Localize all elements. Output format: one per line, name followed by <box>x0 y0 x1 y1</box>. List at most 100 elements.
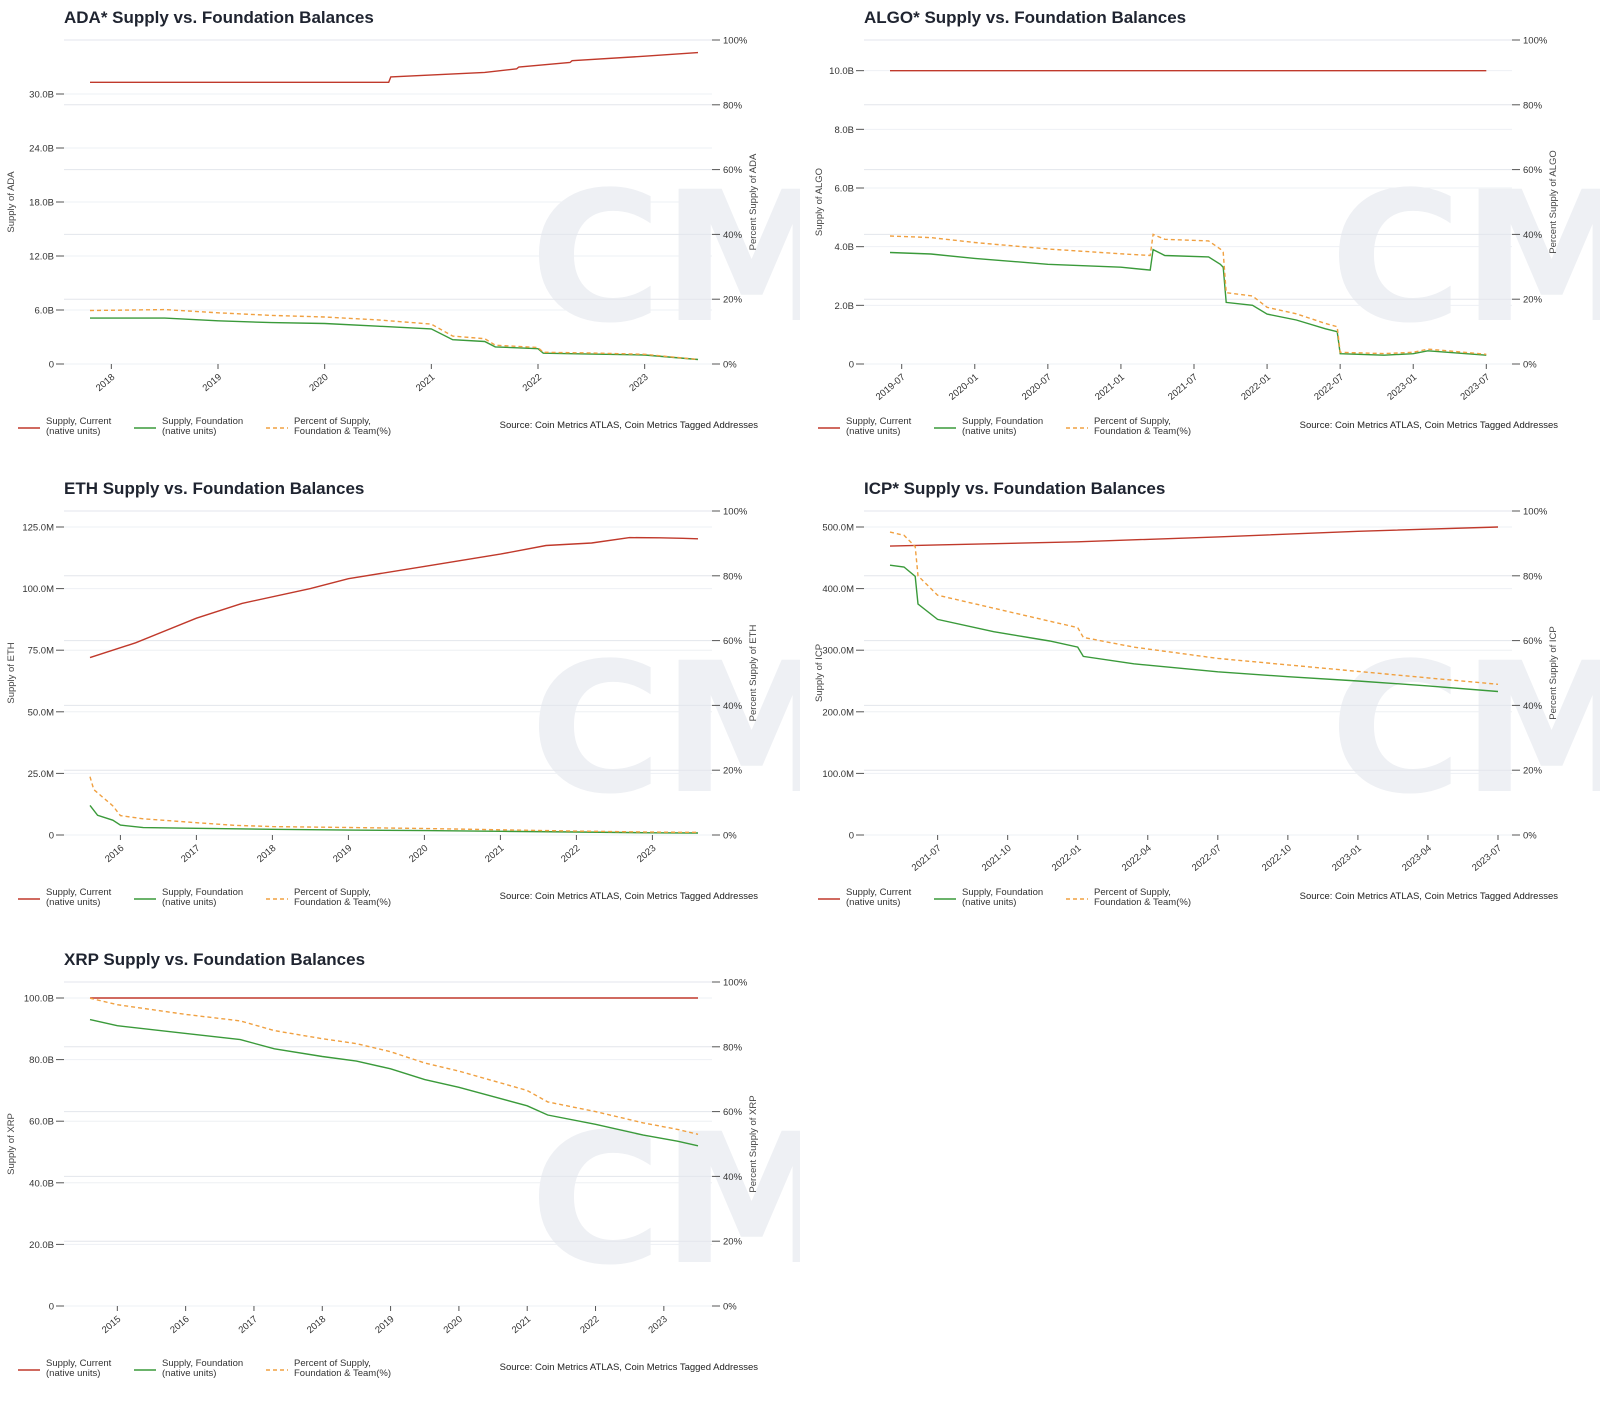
y2-axis-label: Percent Supply of ETH <box>748 625 759 722</box>
y2-tick-label: 80% <box>723 571 743 582</box>
x-tick-label: 2022-01 <box>1050 843 1084 874</box>
y-axis-label: Supply of ALGO <box>814 168 825 236</box>
y2-tick-label: 100% <box>1523 36 1548 47</box>
source-note: Source: Coin Metrics ATLAS, Coin Metrics… <box>500 420 759 431</box>
y-tick-label: 100.0B <box>24 994 54 1005</box>
y-axis-label: Supply of ICP <box>814 644 825 702</box>
y2-tick-label: 40% <box>1523 701 1543 712</box>
source-note: Source: Coin Metrics ATLAS, Coin Metrics… <box>500 891 759 902</box>
y-tick-label: 6.0B <box>34 306 54 317</box>
legend-label: Percent of Supply, <box>294 887 371 898</box>
y-tick-label: 8.0B <box>834 125 854 136</box>
chart-title: ALGO* Supply vs. Foundation Balances <box>864 8 1187 27</box>
series-line-percent-supply <box>89 308 699 361</box>
chart-title: ADA* Supply vs. Foundation Balances <box>64 8 374 27</box>
y2-axis-label: Percent Supply of ADA <box>748 153 759 250</box>
y2-axis-label: Percent Supply of XRP <box>748 1095 759 1192</box>
y2-tick-label: 0% <box>1523 360 1537 371</box>
y2-tick-label: 20% <box>1523 295 1543 306</box>
legend-label: Supply, Foundation <box>962 887 1043 898</box>
chart-icp-panel: ICP* Supply vs. Foundation Balances CM 0%… <box>800 471 1600 941</box>
y2-tick-label: 100% <box>723 978 748 989</box>
y-tick-label: 10.0B <box>829 66 854 77</box>
x-tick-label: 2023-07 <box>1470 843 1504 874</box>
y2-tick-label: 0% <box>1523 831 1537 842</box>
y2-axis-label: Percent Supply of ICP <box>1548 626 1559 719</box>
x-tick-label: 2022 <box>559 843 582 865</box>
x-tick-label: 2018 <box>305 1314 328 1336</box>
y2-tick-label: 0% <box>723 1302 737 1313</box>
legend-label: Supply, Foundation <box>162 416 243 427</box>
y2-tick-label: 40% <box>1523 230 1543 241</box>
y-tick-label: 0 <box>49 831 54 842</box>
legend-label: (native units) <box>846 426 900 437</box>
chart-xrp-panel: XRP Supply vs. Foundation Balances CM 0% 2… <box>0 942 800 1412</box>
y-tick-label: 25.0M <box>28 769 54 780</box>
legend-label: Foundation & Team(%) <box>294 1368 391 1379</box>
y2-tick-label: 100% <box>723 507 748 518</box>
source-note: Source: Coin Metrics ATLAS, Coin Metrics… <box>1300 420 1559 431</box>
x-tick-label: 2022-10 <box>1260 843 1294 874</box>
legend-label: Supply, Current <box>846 887 912 898</box>
x-tick-label: 2020-07 <box>1020 372 1054 403</box>
series-line-supply-foundation <box>89 1018 699 1147</box>
chart-xrp: CM0% 20% 40% 60% 80% 100% 0 20.0B 40.0B 60.0B 80.0… <box>6 978 800 1380</box>
y2-tick-label: 60% <box>723 636 743 647</box>
x-tick-label: 2020-01 <box>947 372 981 403</box>
legend-label: (native units) <box>962 426 1016 437</box>
x-tick-label: 2019 <box>331 843 354 865</box>
x-tick-label: 2020 <box>442 1314 465 1336</box>
x-tick-label: 2021-07 <box>910 843 944 874</box>
legend-label: (native units) <box>162 426 216 437</box>
y2-tick-label: 100% <box>1523 507 1548 518</box>
x-tick-label: 2017 <box>237 1314 260 1336</box>
y2-tick-label: 20% <box>723 295 743 306</box>
y2-tick-label: 60% <box>1523 165 1543 176</box>
legend-label: Foundation & Team(%) <box>294 897 391 908</box>
chart-eth: CM0% 20% 40% 60% 80% 100% 0 25.0M 50.0M 75.0M 100.… <box>6 507 800 909</box>
watermark-logo: CM <box>530 625 800 834</box>
series-line-supply-current <box>90 51 699 83</box>
legend-label: Supply, Foundation <box>162 1358 243 1369</box>
y-tick-label: 20.0B <box>29 1240 54 1251</box>
legend-label: (native units) <box>46 897 100 908</box>
y-tick-label: 80.0B <box>29 1055 54 1066</box>
y2-tick-label: 60% <box>723 165 743 176</box>
x-tick-label: 2022-01 <box>1239 372 1273 403</box>
x-tick-label: 2018 <box>255 843 278 865</box>
legend-label: Percent of Supply, <box>294 1358 371 1369</box>
series-line-supply-foundation <box>889 248 1487 356</box>
x-tick-label: 2021 <box>483 843 506 865</box>
y-tick-label: 200.0M <box>822 707 854 718</box>
x-tick-label: 2023-01 <box>1385 372 1419 403</box>
legend-label: Foundation & Team(%) <box>1094 897 1191 908</box>
x-tick-label: 2021-01 <box>1093 372 1127 403</box>
chart-title: ETH Supply vs. Foundation Balances <box>64 479 365 498</box>
series-line-percent-supply <box>89 776 699 834</box>
y-tick-label: 125.0M <box>22 523 54 534</box>
x-tick-label: 2016 <box>103 843 126 865</box>
x-tick-label: 2022-04 <box>1120 843 1154 874</box>
y-axis-label: Supply of XRP <box>6 1113 17 1175</box>
series-line-percent-supply <box>89 997 699 1135</box>
y-tick-label: 0 <box>49 1302 54 1313</box>
y2-tick-label: 100% <box>723 36 748 47</box>
legend-label: (native units) <box>46 426 100 437</box>
series-line-supply-current <box>889 526 1499 547</box>
x-tick-label: 2018 <box>94 372 117 394</box>
chart-algo-panel: ALGO* Supply vs. Foundation Balances CM 0… <box>800 0 1600 470</box>
series-line-percent-supply <box>889 233 1487 355</box>
chart-algo: CM0% 20% 40% 60% 80% 100% 0 2.0B 4.0B 6.0B 8.0B 10.… <box>814 36 1600 438</box>
y-tick-label: 100.0M <box>22 584 54 595</box>
x-tick-label: 2023 <box>647 1314 670 1336</box>
y-tick-label: 24.0B <box>29 144 54 155</box>
legend-label: (native units) <box>46 1368 100 1379</box>
legend-label: Supply, Current <box>846 416 912 427</box>
legend-label: Supply, Current <box>46 887 112 898</box>
legend-label: Foundation & Team(%) <box>294 426 391 437</box>
x-tick-label: 2020 <box>407 843 430 865</box>
x-tick-label: 2017 <box>179 843 202 865</box>
y2-tick-label: 80% <box>1523 100 1543 111</box>
legend-label: Percent of Supply, <box>294 416 371 427</box>
x-tick-label: 2021-10 <box>980 843 1014 874</box>
